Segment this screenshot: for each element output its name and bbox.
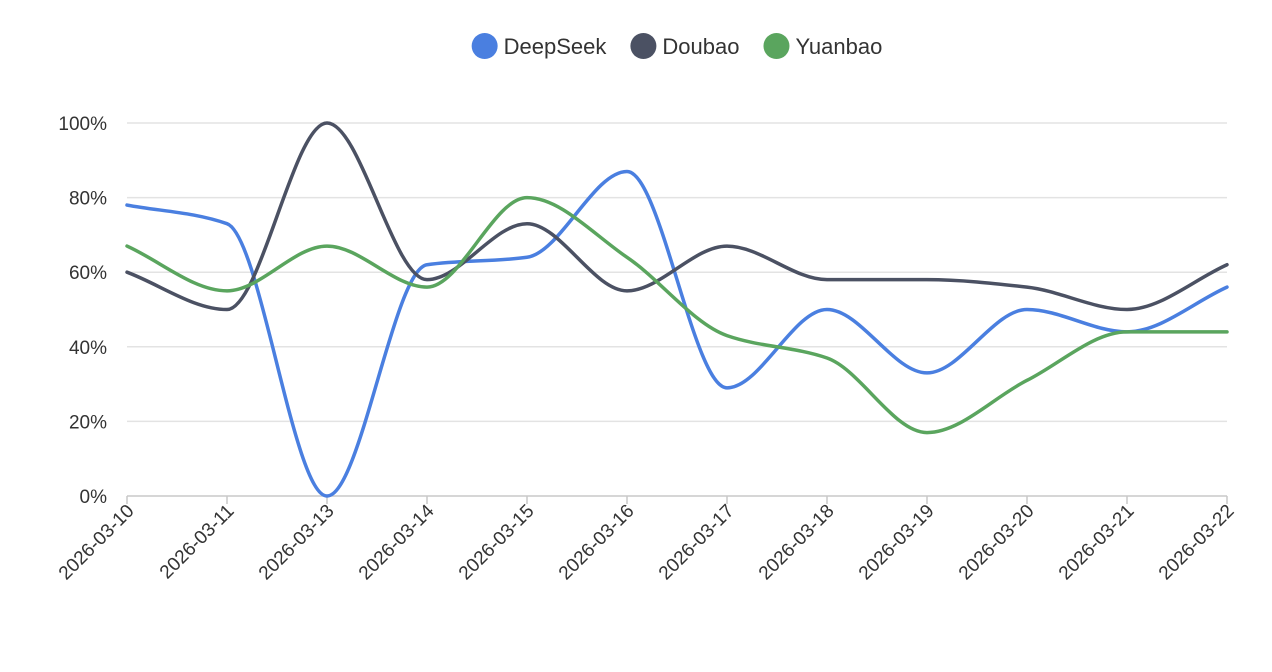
axes: 0%20%40%60%80%100%2026-03-10 2026-03-11 20…: [55, 114, 1239, 584]
x-tick-label: 2026-03-21: [1055, 501, 1139, 585]
x-tick-label: 2026-03-17: [655, 501, 739, 585]
x-tick-label: 2026-03-16: [555, 501, 639, 585]
x-tick-label: 2026-03-22: [1155, 501, 1239, 585]
x-tick-label: 2026-03-13: [255, 501, 339, 585]
legend-marker: [630, 33, 657, 59]
x-tick-label: 2026-03-18: [755, 501, 839, 585]
legend-item-deepseek[interactable]: DeepSeek: [471, 33, 608, 59]
legend-item-doubao[interactable]: Doubao: [630, 33, 739, 59]
x-tick-label: 2026-03-19: [855, 501, 939, 585]
legend[interactable]: DeepSeek Doubao Yuanbao: [471, 33, 883, 59]
x-tick-label: 2026-03-20: [955, 501, 1039, 585]
x-tick-label: 2026-03-14: [355, 500, 439, 584]
y-tick-label: 80%: [69, 189, 107, 210]
y-tick-label: 40%: [69, 338, 107, 359]
legend-label: DeepSeek: [504, 34, 608, 59]
grid-lines: [127, 122, 1227, 423]
legend-item-yuanbao[interactable]: Yuanbao: [763, 33, 882, 59]
legend-label: Doubao: [662, 34, 739, 59]
y-tick-label: 0%: [80, 487, 108, 508]
y-tick-label: 20%: [69, 412, 107, 433]
series-line-deepseek: [125, 169, 1229, 498]
legend-marker: [471, 33, 498, 59]
series-line-doubao: [125, 121, 1229, 312]
legend-label: Yuanbao: [795, 34, 882, 59]
legend-marker: [763, 33, 790, 59]
series-line-yuanbao: [125, 195, 1229, 435]
series-lines: [125, 121, 1229, 498]
x-tick-label: 2026-03-15: [455, 501, 539, 585]
x-tick-label: 2026-03-11: [156, 501, 239, 584]
x-tick-label: 2026-03-10: [55, 501, 139, 585]
y-tick-label: 60%: [69, 263, 107, 284]
y-tick-label: 100%: [58, 114, 107, 135]
